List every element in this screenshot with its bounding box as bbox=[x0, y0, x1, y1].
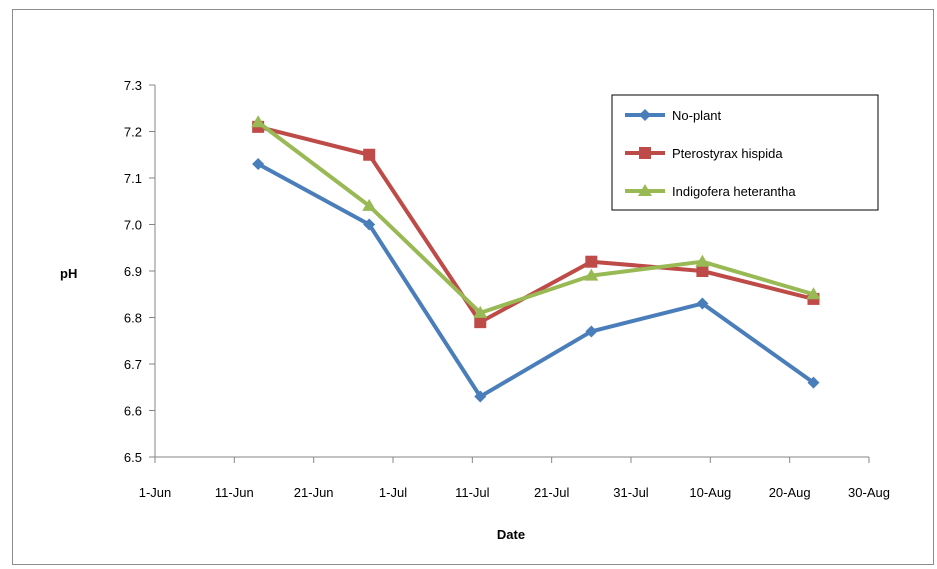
data-point bbox=[252, 158, 265, 171]
data-point bbox=[363, 148, 376, 161]
data-point bbox=[806, 287, 821, 300]
y-tick-label: 7.2 bbox=[124, 125, 142, 140]
y-tick-label: 6.8 bbox=[124, 311, 142, 326]
series-no-plant bbox=[252, 158, 820, 403]
data-point bbox=[696, 297, 709, 310]
data-point bbox=[807, 376, 820, 389]
data-point bbox=[585, 255, 598, 268]
x-axis-ticks: 1-Jun 11-Jun 21-Jun 1-Jul 11-Jul 21-Jul 31-Jul… bbox=[139, 457, 890, 500]
series-line bbox=[257, 124, 814, 325]
legend-marker bbox=[639, 109, 651, 121]
data-point bbox=[473, 305, 488, 318]
legend-item: No-plant bbox=[625, 108, 722, 123]
legend-marker bbox=[638, 184, 652, 196]
y-axis-title: pH bbox=[60, 266, 77, 281]
data-point bbox=[474, 390, 487, 403]
legend-label: Pterostyrax hispida bbox=[672, 146, 783, 161]
data-point bbox=[584, 268, 599, 281]
series-line bbox=[256, 120, 815, 315]
y-tick-label: 6.9 bbox=[124, 264, 142, 279]
y-axis-ticks: 6.5 6.6 6.7 6.8 6.9 7.0 7.1 7.2 7.3 bbox=[124, 78, 155, 465]
legend-item: Indigofera heterantha bbox=[625, 184, 796, 199]
x-tick-label: 20-Aug bbox=[769, 485, 811, 500]
legend: No-plant Pterostyrax hispida Indigofera he… bbox=[611, 94, 879, 211]
series-line bbox=[257, 162, 815, 399]
x-tick-label: 11-Jun bbox=[215, 485, 254, 500]
y-tick-label: 6.5 bbox=[124, 450, 142, 465]
legend-label: Indigofera heterantha bbox=[672, 184, 796, 199]
x-tick-label: 21-Jun bbox=[294, 485, 334, 500]
x-tick-label: 1-Jun bbox=[139, 485, 172, 500]
data-point bbox=[474, 316, 487, 329]
series-lines bbox=[251, 115, 821, 403]
data-point bbox=[363, 218, 376, 231]
x-tick-label: 21-Jul bbox=[534, 485, 570, 500]
x-axis-title: Date bbox=[497, 527, 525, 542]
legend-marker bbox=[639, 147, 651, 159]
series-indigofera-heterantha bbox=[251, 115, 821, 318]
data-point bbox=[696, 265, 709, 277]
x-tick-label: 31-Jul bbox=[613, 485, 649, 500]
x-tick-label: 10-Aug bbox=[689, 485, 731, 500]
y-tick-label: 7.0 bbox=[124, 218, 142, 233]
data-point bbox=[362, 198, 377, 211]
x-tick-label: 30-Aug bbox=[848, 485, 890, 500]
data-point bbox=[585, 325, 598, 338]
x-tick-label: 11-Jul bbox=[455, 485, 490, 500]
legend-label: No-plant bbox=[672, 108, 722, 123]
data-point bbox=[251, 115, 266, 128]
y-tick-label: 6.6 bbox=[124, 404, 142, 419]
data-point bbox=[695, 254, 710, 267]
legend-item: Pterostyrax hispida bbox=[625, 146, 783, 161]
y-tick-label: 7.1 bbox=[124, 171, 142, 186]
y-tick-label: 7.3 bbox=[124, 78, 142, 93]
y-tick-label: 6.7 bbox=[124, 357, 142, 372]
x-tick-label: 1-Jul bbox=[379, 485, 407, 500]
